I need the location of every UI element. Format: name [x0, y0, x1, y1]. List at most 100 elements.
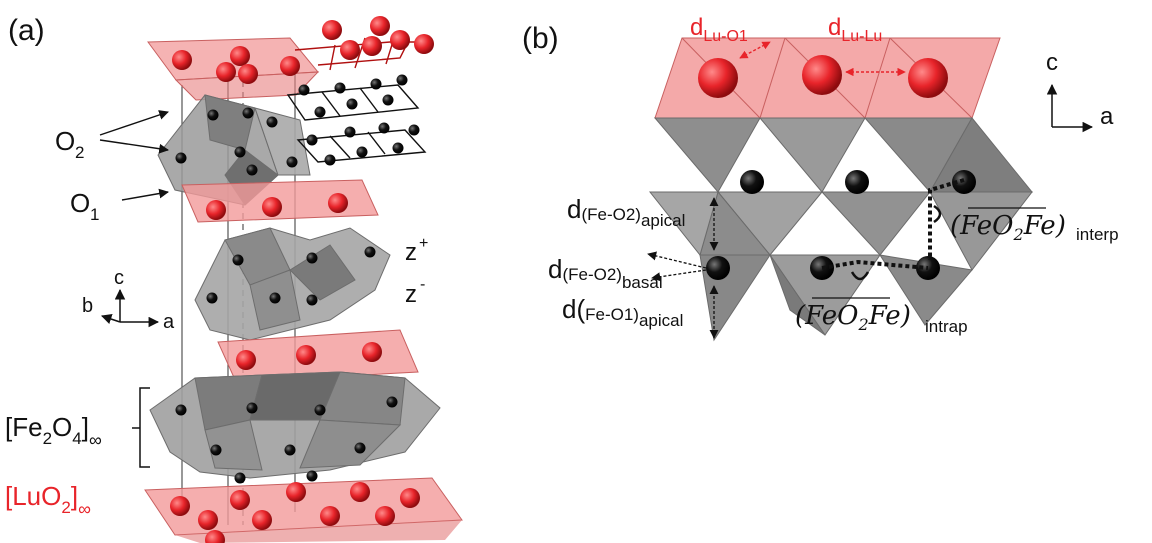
o1-label: O 1 — [70, 188, 99, 224]
fe-atom-14 — [175, 404, 187, 416]
d-fe-o2-basal-arrow-2 — [651, 269, 707, 282]
fe-atom-34 — [324, 154, 336, 166]
angle-intrap-marker — [821, 259, 929, 281]
svg-text:+: + — [419, 235, 428, 252]
fe-atom-15 — [246, 402, 258, 414]
fe-atom-2 — [845, 170, 869, 194]
panel-b: (b) — [522, 14, 1119, 342]
lu-atom-13 — [262, 197, 282, 217]
fe-atom-8 — [232, 254, 244, 266]
panel-a: (a) — [5, 14, 463, 543]
lu-atom-22 — [400, 488, 420, 508]
fe-atom-19 — [284, 444, 296, 456]
fe-atom-18 — [210, 444, 222, 456]
lu-atom-18 — [170, 496, 190, 516]
fe-atom-1 — [740, 170, 764, 194]
angle-interp-marker — [928, 178, 965, 260]
fe-atom-7 — [286, 156, 298, 168]
d-lu-lu-label: dLu-Lu — [828, 14, 882, 45]
fe-sheet-1 — [286, 84, 420, 121]
svg-text:dLu-O1: dLu-O1 — [690, 14, 748, 45]
fe-atom-13 — [306, 294, 318, 306]
fe-atom-9 — [306, 252, 318, 264]
panel-a-atoms — [170, 16, 434, 543]
fe-atom-17 — [386, 396, 398, 408]
fe-atom-12 — [269, 292, 281, 304]
d-lu-o1-label: dLu-O1 — [690, 14, 748, 45]
lu-atom-1 — [698, 58, 738, 98]
luo2-label: [LuO2]∞ — [5, 481, 91, 519]
fe-atom-11 — [206, 292, 218, 304]
lu-atom-24 — [252, 510, 272, 530]
d-lu-o1-arrow — [739, 41, 771, 59]
fe-atom-6 — [246, 164, 258, 176]
fe-octahedra-lower — [149, 371, 441, 479]
svg-text:(FeO2Fe): (FeO2Fe) — [950, 211, 1066, 244]
lu-atom-9 — [340, 40, 360, 60]
svg-text:z: z — [405, 281, 417, 308]
panel-b-label: (b) — [522, 22, 559, 55]
lu-atom-2 — [230, 46, 250, 66]
fe-atom-33 — [408, 124, 420, 136]
svg-text:intrap: intrap — [925, 317, 968, 336]
svg-text:d(Fe-O2)basal: d(Fe-O2)basal — [548, 254, 663, 292]
svg-text:-: - — [420, 276, 425, 293]
o1-arrow — [121, 188, 169, 201]
fe-atom-20 — [354, 442, 366, 454]
lu-atom-1 — [172, 50, 192, 70]
fe-atom-2 — [242, 107, 254, 119]
fe-atom-30 — [306, 134, 318, 146]
svg-text:z: z — [405, 239, 417, 266]
svg-text:d(Fe-O2)apical: d(Fe-O2)apical — [567, 194, 685, 230]
z-minus-label: z - — [405, 276, 425, 308]
panel-a-label: (a) — [8, 14, 45, 47]
lu-atom-5 — [238, 64, 258, 84]
svg-text:O: O — [70, 188, 90, 218]
fe-atom-1 — [207, 109, 219, 121]
svg-text:[Fe2O4]∞: [Fe2O4]∞ — [5, 412, 102, 450]
lu-atom-26 — [375, 506, 395, 526]
lu-atom-2 — [802, 55, 842, 95]
svg-text:d(Fe-O1)apical: d(Fe-O1)apical — [562, 294, 683, 330]
angle-intrap-label: (FeO2Fe) intrap — [795, 297, 968, 336]
axis-c-label-b: c — [1046, 49, 1058, 76]
lu-atom-3 — [908, 58, 948, 98]
fe-atom-22 — [306, 470, 318, 482]
fe-atom-35 — [356, 146, 368, 158]
fe-atom-28 — [346, 98, 358, 110]
lu-atom-7 — [370, 16, 390, 36]
lu-atom-12 — [206, 200, 226, 220]
o2-arrow-1 — [99, 110, 169, 136]
fe-atom-31 — [344, 126, 356, 138]
fe-atom-21 — [234, 472, 246, 484]
fe-atom-10 — [364, 246, 376, 258]
fe-atom-32 — [378, 122, 390, 134]
lu-atom-3 — [280, 56, 300, 76]
lu-atom-25 — [320, 506, 340, 526]
fe-atom-26 — [396, 74, 408, 86]
lu-atom-19 — [230, 490, 250, 510]
fe-atom-23 — [298, 84, 310, 96]
fe-atom-5 — [234, 146, 246, 158]
fe2o4-label: [Fe2O4]∞ — [5, 387, 150, 468]
d-fe-o2-apical-label: d(Fe-O2)apical — [567, 194, 685, 230]
lu-atom-17 — [236, 350, 256, 370]
lu-atom-8 — [414, 34, 434, 54]
svg-text:[LuO2]∞: [LuO2]∞ — [5, 481, 91, 519]
svg-text:2: 2 — [75, 143, 84, 162]
fe-atom-16 — [314, 404, 326, 416]
svg-text:dLu-Lu: dLu-Lu — [828, 14, 882, 45]
fe-atom-36 — [392, 142, 404, 154]
lu-atom-10 — [362, 36, 382, 56]
axis-b-label: b — [82, 295, 93, 317]
z-plus-label: z + — [405, 235, 428, 266]
d-fe-o2-basal-label: d(Fe-O2)basal — [548, 254, 663, 292]
fe-atom-27 — [314, 106, 326, 118]
fe-octahedra-middle — [194, 227, 391, 341]
lu-atom-16 — [362, 342, 382, 362]
lu-atom-27 — [205, 530, 225, 543]
svg-text:1: 1 — [90, 205, 99, 224]
fe-atom-29 — [382, 94, 394, 106]
axis-triad-a: c b a — [82, 267, 175, 333]
